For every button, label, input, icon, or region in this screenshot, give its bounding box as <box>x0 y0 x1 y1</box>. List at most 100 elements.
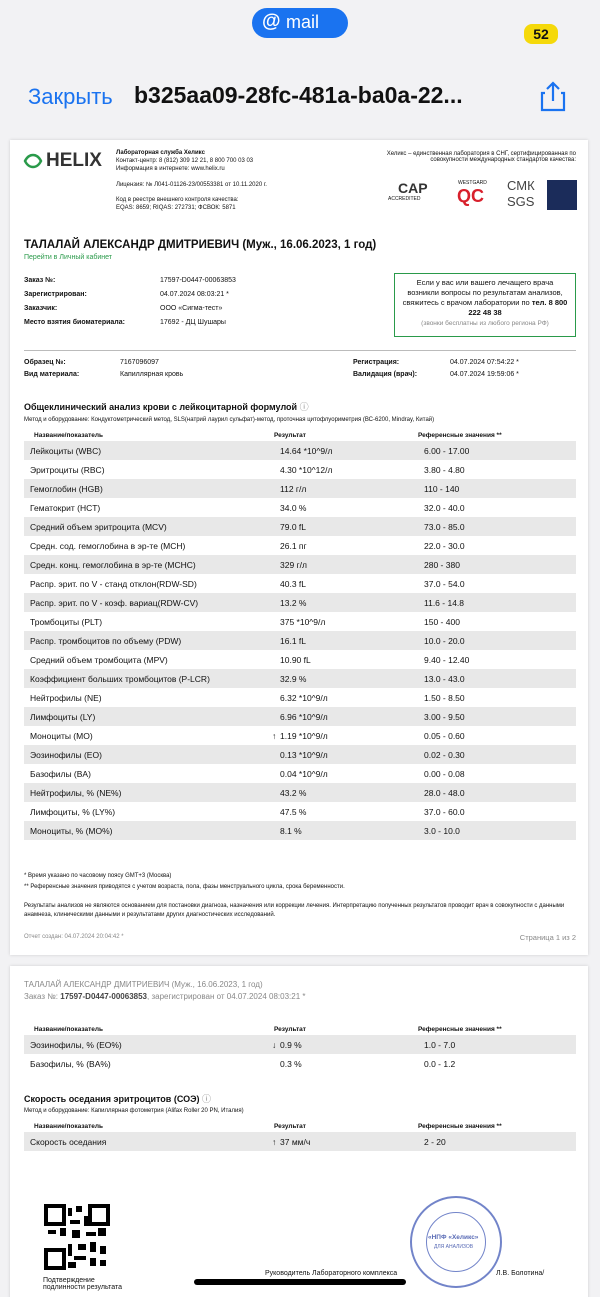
reference: 6.00 - 17.00 <box>424 446 470 456</box>
test-name: Эритроциты (RBC) <box>30 465 105 475</box>
test-result: 10.90 fL <box>280 655 311 665</box>
reference: 1.0 - 7.0 <box>424 1040 456 1050</box>
test-name: Средний объем тромбоцита (MPV) <box>30 655 168 665</box>
order-line: Заказ №: 17597-D0447-00063853, зарегистр… <box>24 992 305 1001</box>
signature-name: Л.В. Болотина/ <box>496 1270 545 1277</box>
test-name: Средн. конц. гемоглобина в эр-те (MCHC) <box>30 560 196 570</box>
app-logo: @ mail <box>252 8 348 38</box>
reference: 73.0 - 85.0 <box>424 522 465 532</box>
reference: 2 - 20 <box>424 1137 446 1147</box>
test-result: 375 *10^9/л <box>280 617 326 627</box>
column-header: Референсные значения ** <box>418 432 502 439</box>
test-name: Распр. тромбоцитов по объему (PDW) <box>30 636 182 646</box>
table-row: Средн. конц. гемоглобина в эр-те (MCHC) 3… <box>24 555 576 574</box>
table-row: Гемоглобин (HGB) 112 г/л 110 - 140 <box>24 479 576 498</box>
qr-code <box>44 1204 110 1270</box>
order-registered: , зарегистрирован от 04.07.2024 08:03:21… <box>147 992 306 1001</box>
test-name: Распр. эрит. по V - коэф. вариац(RDW-CV) <box>30 598 199 608</box>
report-page-2: ТАЛАЛАЙ АЛЕКСАНДР ДМИТРИЕВИЧ (Муж., 16.0… <box>10 966 588 1297</box>
test-name: Эозинофилы (EO) <box>30 750 102 760</box>
section-method: Метод и оборудование: Кондуктометрически… <box>24 417 435 423</box>
table-row: Лимфоциты, % (LY%) 47.5 % 37.0 - 60.0 <box>24 802 576 821</box>
reference: 0.0 - 1.2 <box>424 1059 456 1069</box>
field-value: ООО «Сигма-тест» <box>160 305 223 312</box>
test-result: 34.0 % <box>280 503 307 513</box>
test-name: Гематокрит (HCT) <box>30 503 101 513</box>
test-name: Скорость оседания <box>30 1137 107 1147</box>
table-row: Лимфоциты (LY) 6.96 *10^9/л 3.00 - 9.50 <box>24 707 576 726</box>
table-row: Эритроциты (RBC) 4.30 *10^12/л 3.80 - 4.80 <box>24 460 576 479</box>
reference: 32.0 - 40.0 <box>424 503 465 513</box>
patient-name: ТАЛАЛАЙ АЛЕКСАНДР ДМИТРИЕВИЧ (Муж., 16.0… <box>24 239 377 251</box>
table-row: Нейтрофилы, % (NE%) 43.2 % 28.0 - 48.0 <box>24 783 576 802</box>
test-result: 43.2 % <box>280 788 307 798</box>
reference: 3.80 - 4.80 <box>424 465 465 475</box>
table-row: Базофилы, % (BA%) 0.3 % 0.0 - 1.2 <box>24 1054 576 1073</box>
table-row: Базофилы (BA) 0.04 *10^9/л 0.00 - 0.08 <box>24 764 576 783</box>
contact-text: Если у вас или вашего лечащего врача воз… <box>402 278 563 307</box>
stamp: «НПФ «Хеликс» ДЛЯ АНАЛИЗОВ <box>410 1196 502 1288</box>
field-label: Место взятия биоматериала: <box>24 319 125 326</box>
patient-name: ТАЛАЛАЙ АЛЕКСАНДР ДМИТРИЕВИЧ (Муж., 16.0… <box>24 980 263 989</box>
column-header: Название/показатель <box>34 432 104 439</box>
stamp-name: «НПФ «Хеликс» <box>428 1234 479 1241</box>
lab-license: Лицензия: № Л041-01126-23/00553381 от 10… <box>116 182 267 188</box>
field-value: 7167096097 <box>120 359 159 366</box>
result-flag: ↑ <box>272 731 277 741</box>
test-result: 16.1 fL <box>280 636 306 646</box>
test-result: 8.1 % <box>280 826 302 836</box>
order-label: Заказ №: <box>24 992 59 1001</box>
stamp-sub: ДЛЯ АНАЛИЗОВ <box>434 1244 474 1250</box>
share-button[interactable] <box>538 80 568 112</box>
test-name: Распр. эрит. по V - станд отклон(RDW-SD) <box>30 579 197 589</box>
test-name: Нейтрофилы, % (NE%) <box>30 788 122 798</box>
test-result: 32.9 % <box>280 674 307 684</box>
file-name: b325aa09-28fc-481a-ba0a-22... <box>134 82 463 108</box>
section-method: Метод и оборудование: Капиллярная фотоме… <box>24 1108 244 1114</box>
test-result: 47.5 % <box>280 807 307 817</box>
field-value: 17692 - ДЦ Шушары <box>160 319 226 326</box>
section-title: Скорость оседания эритроцитов (СОЭ) ⓘ <box>24 1094 212 1104</box>
reference: 9.40 - 12.40 <box>424 655 470 665</box>
signature-role: Руководитель Лабораторного комплекса <box>265 1270 398 1277</box>
test-result: 13.2 % <box>280 598 307 608</box>
test-result: 26.1 пг <box>280 541 307 551</box>
field-label: Валидация (врач): <box>353 371 418 378</box>
table-row: Эозинофилы, % (EO%) ↓ 0.9 % 1.0 - 7.0 <box>24 1035 576 1054</box>
test-name: Эозинофилы, % (EO%) <box>30 1040 122 1050</box>
test-result: 329 г/л <box>280 560 307 570</box>
field-value: 04.07.2024 19:59:06 * <box>450 371 519 378</box>
table-row: Эозинофилы (EO) 0.13 *10^9/л 0.02 - 0.30 <box>24 745 576 764</box>
badge: 52 <box>524 24 558 44</box>
table-row: Гематокрит (HCT) 34.0 % 32.0 - 40.0 <box>24 498 576 517</box>
cabinet-link[interactable]: Перейти в Личный кабинет <box>24 254 113 261</box>
field-label: Регистрация: <box>353 359 400 366</box>
home-indicator <box>194 1279 406 1285</box>
divider <box>24 350 576 351</box>
reference: 150 - 400 <box>424 617 460 627</box>
test-name: Базофилы, % (BA%) <box>30 1059 111 1069</box>
section-title-text: Общеклинический анализ крови с лейкоцита… <box>24 402 298 412</box>
qr-caption: Подтверждение подлинности результата <box>43 1277 122 1291</box>
contact-note: (звонки бесплатны из любого региона РФ) <box>421 320 549 327</box>
close-button[interactable]: Закрыть <box>28 84 113 109</box>
test-name: Гемоглобин (HGB) <box>30 484 103 494</box>
lab-name: Лабораторная служба Хеликс <box>116 150 205 156</box>
reference: 37.0 - 54.0 <box>424 579 465 589</box>
column-header: Название/показатель <box>34 1123 104 1130</box>
note: ** Референсные значения приводятся с уче… <box>24 884 345 890</box>
table-row: Тромбоциты (PLT) 375 *10^9/л 150 - 400 <box>24 612 576 631</box>
cap-accredited: ACCREDITED <box>388 196 421 202</box>
test-result: 112 г/л <box>280 484 307 494</box>
reference: 0.02 - 0.30 <box>424 750 465 760</box>
table-row: Скорость оседания ↑ 37 мм/ч 2 - 20 <box>24 1132 576 1151</box>
test-result: 6.32 *10^9/л <box>280 693 328 703</box>
reference: 3.00 - 9.50 <box>424 712 465 722</box>
lab-codes: EQAS: 8659; RIQAS: 272731; ФСВОК: 5871 <box>116 205 236 211</box>
note: * Время указано по часовому поясу GMT+3 … <box>24 873 172 879</box>
test-result: 0.3 % <box>280 1059 302 1069</box>
sgs: SGS <box>507 194 535 209</box>
section-title: Общеклинический анализ крови с лейкоцита… <box>24 402 309 412</box>
field-value: 04.07.2024 08:03:21 * <box>160 291 229 298</box>
